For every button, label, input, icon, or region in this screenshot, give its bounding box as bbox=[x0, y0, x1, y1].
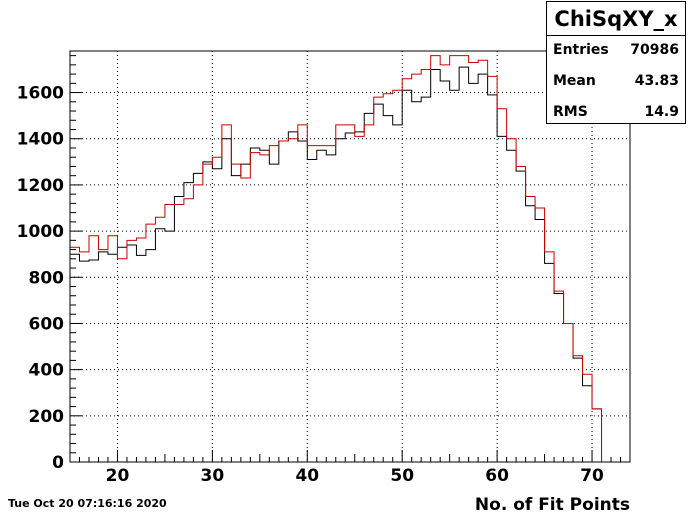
stats-box: ChiSqXY_x Entries 70986 Mean 43.83 RMS 1… bbox=[546, 1, 686, 124]
x-tick-label: 30 bbox=[201, 466, 225, 486]
x-tick-label: 50 bbox=[390, 466, 414, 486]
y-tick-label: 1200 bbox=[17, 176, 64, 196]
tick-labels: 20 30 40 50 60 70 0 200 400 600 800 1000 1200 1400 160… bbox=[17, 84, 604, 486]
x-tick-label: 40 bbox=[295, 466, 319, 486]
y-tick-label: 400 bbox=[29, 361, 65, 381]
y-tick-label: 200 bbox=[29, 407, 65, 427]
entries-label: Entries bbox=[553, 42, 609, 58]
stats-row-entries: Entries 70986 bbox=[553, 42, 679, 62]
x-tick-label: 20 bbox=[106, 466, 130, 486]
mean-label: Mean bbox=[553, 73, 596, 89]
stats-row-mean: Mean 43.83 bbox=[553, 73, 679, 93]
x-tick-label: 60 bbox=[485, 466, 509, 486]
mean-value: 43.83 bbox=[634, 73, 679, 89]
y-tick-label: 1600 bbox=[17, 84, 64, 104]
histogram-series bbox=[70, 55, 612, 463]
y-tick-label: 1400 bbox=[17, 130, 64, 150]
y-tick-label: 800 bbox=[29, 268, 65, 288]
stats-row-rms: RMS 14.9 bbox=[553, 104, 679, 124]
y-tick-label: 0 bbox=[52, 453, 64, 473]
stats-title: ChiSqXY_x bbox=[547, 2, 685, 36]
histogram-series-1 bbox=[70, 66, 612, 463]
x-tick-label: 70 bbox=[580, 466, 604, 486]
entries-value: 70986 bbox=[630, 42, 679, 58]
x-axis-title: No. of Fit Points bbox=[475, 495, 630, 514]
rms-label: RMS bbox=[553, 104, 588, 120]
timestamp: Tue Oct 20 07:16:16 2020 bbox=[8, 497, 167, 510]
plot-frame bbox=[69, 50, 631, 463]
histogram-series-2 bbox=[70, 55, 612, 463]
y-tick-label: 600 bbox=[29, 314, 65, 334]
rms-value: 14.9 bbox=[644, 104, 679, 120]
y-tick-label: 1000 bbox=[17, 222, 64, 242]
